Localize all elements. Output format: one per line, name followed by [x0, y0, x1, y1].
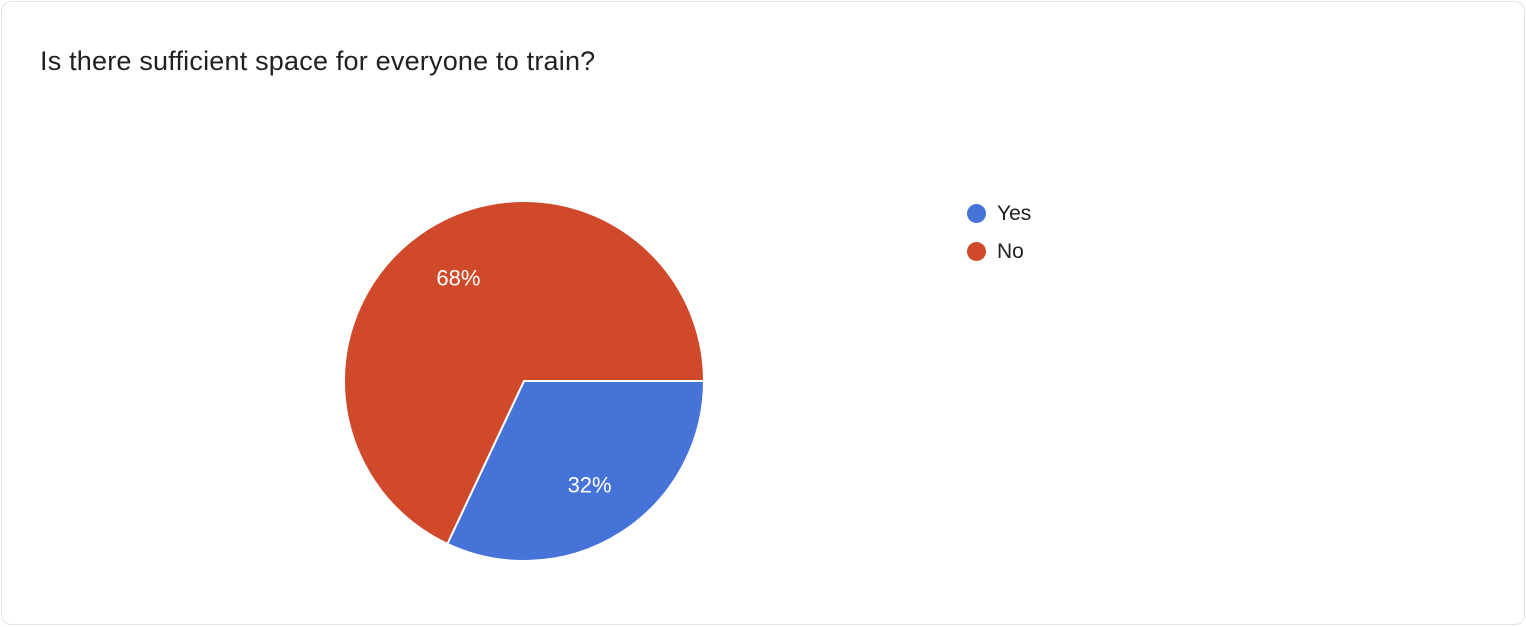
pie-slice-yes [446, 380, 705, 562]
pie-chart: 32% 68% [332, 189, 716, 573]
page-title: Is there sufficient space for everyone t… [40, 46, 596, 76]
pie-chart-svg: 32% 68% [343, 200, 705, 562]
legend-item-yes: Yes [967, 200, 1031, 227]
legend-label: Yes [997, 201, 1032, 225]
legend-item-no: No [967, 238, 1031, 265]
legend-swatch-icon [967, 242, 986, 261]
pie-slice-no [343, 200, 705, 545]
legend-label: No [997, 239, 1024, 263]
legend: Yes No [967, 200, 1031, 265]
legend-swatch-icon [967, 204, 986, 223]
slice-percent-label: 32% [568, 472, 612, 497]
slice-percent-label: 68% [436, 266, 480, 291]
